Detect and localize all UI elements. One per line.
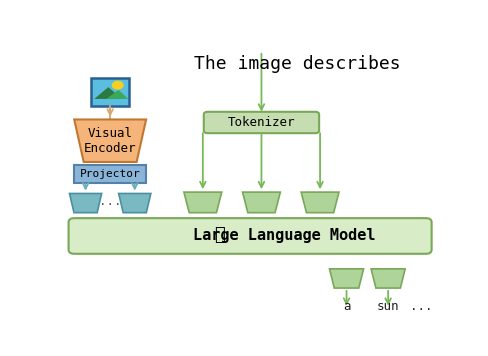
Polygon shape: [301, 192, 339, 213]
FancyBboxPatch shape: [68, 218, 432, 254]
Text: ...: ...: [99, 195, 122, 208]
Text: sun: sun: [377, 300, 399, 313]
Text: a: a: [343, 300, 350, 313]
FancyBboxPatch shape: [74, 165, 146, 183]
Polygon shape: [69, 194, 102, 213]
Polygon shape: [94, 87, 122, 99]
Text: 🦙: 🦙: [214, 226, 225, 244]
Polygon shape: [74, 120, 146, 162]
Text: Projector: Projector: [80, 169, 141, 179]
Text: Visual
Encoder: Visual Encoder: [84, 127, 137, 155]
Circle shape: [112, 82, 123, 89]
Text: Large Language Model: Large Language Model: [193, 229, 375, 244]
Polygon shape: [329, 269, 364, 288]
FancyBboxPatch shape: [204, 112, 319, 133]
Text: The image describes: The image describes: [194, 55, 401, 73]
Polygon shape: [106, 90, 128, 99]
Text: Tokenizer: Tokenizer: [228, 116, 295, 129]
Polygon shape: [184, 192, 222, 213]
Text: ...: ...: [410, 300, 432, 313]
Polygon shape: [371, 269, 405, 288]
Polygon shape: [243, 192, 280, 213]
FancyBboxPatch shape: [91, 78, 129, 106]
Polygon shape: [119, 194, 151, 213]
